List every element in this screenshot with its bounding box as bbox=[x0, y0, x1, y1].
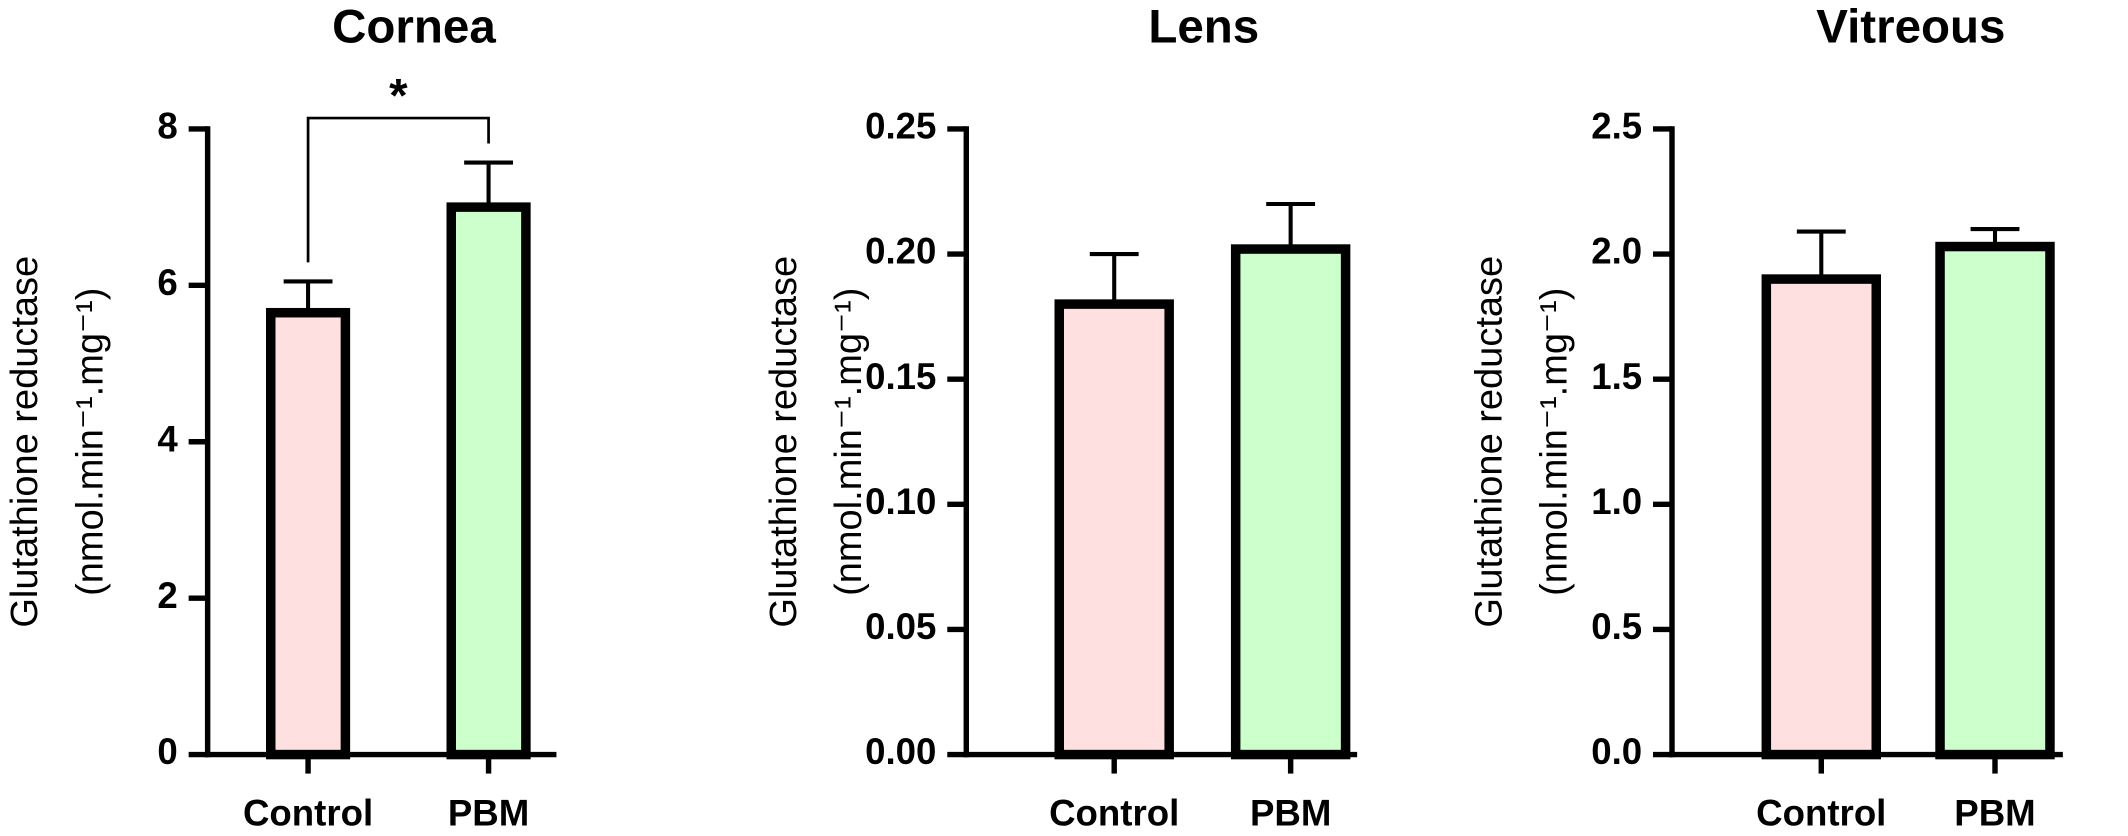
y-tick-label: 0.5 bbox=[1591, 606, 1642, 647]
y-tick-label: 4 bbox=[157, 418, 178, 459]
chart-title: Cornea bbox=[332, 0, 496, 53]
y-axis-label: Glutathione reductase bbox=[1469, 256, 1511, 628]
chart-title: Vitreous bbox=[1816, 0, 2005, 53]
y-tick-label: 8 bbox=[157, 106, 177, 147]
y-tick-label: 2.0 bbox=[1591, 231, 1642, 272]
y-tick-label: 0.10 bbox=[865, 481, 936, 522]
y-tick-label: 0.20 bbox=[865, 231, 936, 272]
y-axis-label: Glutathione reductase bbox=[4, 256, 46, 628]
y-tick-label: 2 bbox=[157, 575, 177, 616]
x-tick-label: Control bbox=[1049, 792, 1179, 833]
bar bbox=[446, 202, 531, 760]
y-tick-label: 0.15 bbox=[865, 356, 936, 397]
y-axis-label: (nmol.min⁻¹.mg⁻¹) bbox=[69, 288, 111, 596]
y-tick-label: 0.05 bbox=[865, 606, 936, 647]
bar bbox=[1935, 241, 2055, 760]
y-tick-label: 0.0 bbox=[1591, 731, 1642, 772]
x-tick-label: PBM bbox=[1250, 792, 1331, 833]
significance-bracket bbox=[306, 116, 490, 263]
bar bbox=[1230, 244, 1351, 760]
y-tick-label: 0.00 bbox=[865, 731, 936, 772]
significance-label: * bbox=[389, 70, 408, 123]
x-tick-label: PBM bbox=[1954, 792, 2035, 833]
y-tick-label: 2.5 bbox=[1591, 106, 1642, 147]
y-tick-label: 0 bbox=[157, 731, 177, 772]
bar bbox=[266, 307, 351, 760]
x-tick-label: PBM bbox=[448, 792, 529, 833]
y-axis-label: Glutathione reductase bbox=[763, 256, 805, 628]
bar bbox=[1054, 299, 1174, 760]
y-tick-label: 6 bbox=[157, 262, 177, 303]
y-tick-label: 0.25 bbox=[865, 106, 936, 147]
y-axis-label: (nmol.min⁻¹.mg⁻¹) bbox=[828, 288, 870, 596]
chart-title: Lens bbox=[1148, 0, 1259, 53]
bar bbox=[1761, 274, 1882, 760]
x-tick-label: Control bbox=[243, 792, 373, 833]
y-tick-label: 1.5 bbox=[1591, 356, 1642, 397]
x-tick-label: Control bbox=[1756, 792, 1886, 833]
y-axis-label: (nmol.min⁻¹.mg⁻¹) bbox=[1534, 288, 1576, 596]
y-tick-label: 1.0 bbox=[1591, 481, 1642, 522]
